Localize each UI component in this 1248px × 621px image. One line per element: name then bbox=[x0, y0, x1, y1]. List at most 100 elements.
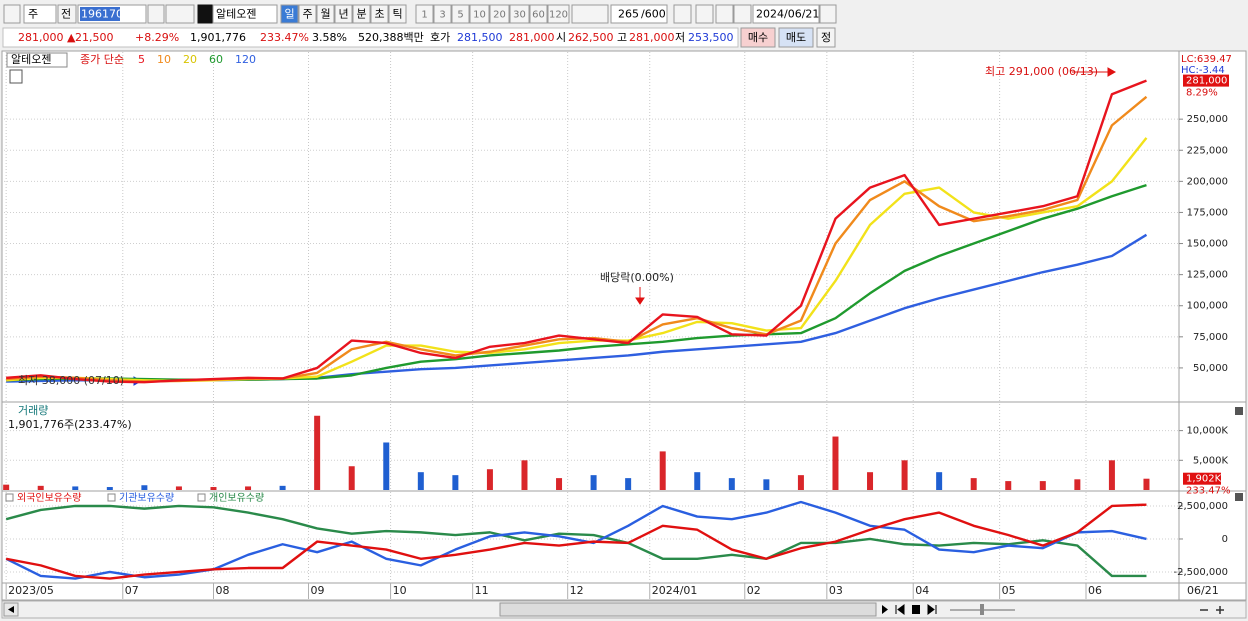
quote-volume-rate: 233.47% bbox=[260, 31, 309, 44]
settings-icon[interactable] bbox=[9, 69, 23, 84]
period-button[interactable] bbox=[316, 4, 335, 24]
x-tick-label: 03 bbox=[829, 584, 843, 597]
quote-rate: +8.29% bbox=[135, 31, 179, 44]
tool-button[interactable] bbox=[733, 4, 752, 24]
fix-button[interactable] bbox=[816, 27, 836, 48]
interval-label[interactable]: 20 bbox=[493, 10, 506, 21]
calendar-button[interactable] bbox=[819, 4, 837, 24]
period-button[interactable] bbox=[370, 4, 389, 24]
market-select[interactable] bbox=[23, 4, 57, 24]
x-tick-label: 10 bbox=[393, 584, 407, 597]
series-line bbox=[5, 500, 1147, 580]
annotation-low: 최저 38,000 (07/10) bbox=[18, 374, 124, 387]
interval-button[interactable] bbox=[469, 4, 490, 24]
period-button[interactable] bbox=[298, 4, 317, 24]
first-icon[interactable] bbox=[895, 604, 905, 615]
tool-button[interactable] bbox=[673, 4, 692, 24]
name-field[interactable] bbox=[212, 4, 278, 24]
quote-high: 281,000 bbox=[629, 31, 675, 44]
interval-button[interactable] bbox=[509, 4, 530, 24]
interval-label[interactable]: 30 bbox=[513, 10, 526, 21]
zoom-icons[interactable] bbox=[1200, 606, 1224, 614]
legend-title: 종가 단순 bbox=[80, 53, 124, 66]
period-button[interactable] bbox=[352, 4, 371, 24]
close-icon[interactable] bbox=[1235, 493, 1243, 501]
scroll-thumb[interactable] bbox=[499, 602, 877, 617]
period-label[interactable]: 분 bbox=[356, 8, 366, 21]
interval-button[interactable] bbox=[433, 4, 452, 24]
buy-label[interactable]: 매수 bbox=[748, 31, 768, 44]
date: 2024/06/21 bbox=[756, 8, 819, 21]
sound-button[interactable] bbox=[165, 4, 195, 24]
period-button[interactable] bbox=[334, 4, 353, 24]
interval-button[interactable] bbox=[451, 4, 470, 24]
volume-bar bbox=[832, 436, 839, 490]
zoom-knob[interactable] bbox=[980, 604, 984, 615]
y-tick-label: 0 bbox=[1222, 534, 1228, 545]
prev-button[interactable] bbox=[57, 4, 77, 24]
high-arrow bbox=[1072, 67, 1117, 77]
volume-bar bbox=[348, 466, 355, 490]
y-tick-label: 125,000 bbox=[1187, 270, 1228, 281]
x-tick-label: 2024/01 bbox=[652, 584, 698, 597]
interval-button[interactable] bbox=[529, 4, 548, 24]
ex-dividend-arrow bbox=[635, 287, 645, 305]
y-tick-label: 75,000 bbox=[1193, 332, 1228, 343]
legend-entry: 개인보유수량 bbox=[209, 492, 264, 504]
volume-bar bbox=[175, 486, 182, 490]
fix-label[interactable]: 정 bbox=[821, 31, 831, 44]
series-line bbox=[5, 504, 1147, 578]
last-volume-box bbox=[1183, 472, 1221, 485]
interval-label[interactable]: 5 bbox=[457, 10, 463, 21]
period-label[interactable]: 년 bbox=[338, 8, 348, 21]
legend-entry: 120 bbox=[235, 53, 256, 66]
interval-button[interactable] bbox=[489, 4, 510, 24]
volume-bar bbox=[486, 469, 493, 490]
interval-label[interactable]: 1 bbox=[421, 10, 427, 21]
quote-ask: 281,500 bbox=[457, 31, 503, 44]
last-rate-label: 8.29% bbox=[1186, 88, 1218, 99]
last-icon[interactable] bbox=[927, 604, 937, 615]
quote-high-label: 고 bbox=[617, 31, 627, 44]
quote-open: 262,500 bbox=[568, 31, 614, 44]
volume-bar bbox=[1074, 479, 1081, 490]
period-label[interactable]: 초 bbox=[374, 8, 384, 21]
quote-bar bbox=[2, 27, 739, 48]
interval-label[interactable]: 3 bbox=[439, 10, 445, 21]
y-tick-label: 100,000 bbox=[1187, 301, 1228, 312]
tool-button[interactable] bbox=[695, 4, 714, 24]
tool-button[interactable] bbox=[715, 4, 734, 24]
sell-button[interactable] bbox=[778, 27, 814, 48]
count-input[interactable] bbox=[610, 4, 668, 24]
interval-label[interactable]: 120 bbox=[549, 10, 568, 21]
range-select[interactable] bbox=[571, 4, 609, 24]
legend-swatch bbox=[107, 493, 116, 502]
series-line bbox=[6, 79, 1147, 384]
chart-stock-name: 알테오젠 bbox=[11, 52, 51, 66]
close-icon[interactable] bbox=[1235, 407, 1243, 415]
volume-bar bbox=[279, 485, 286, 490]
menu-button[interactable] bbox=[3, 4, 21, 24]
play-icon[interactable] bbox=[882, 605, 888, 614]
interval-button[interactable] bbox=[415, 4, 434, 24]
date-input[interactable] bbox=[752, 4, 820, 24]
volume-bar bbox=[37, 485, 44, 490]
interval-label[interactable]: 10 bbox=[473, 10, 486, 21]
sell-label[interactable]: 매도 bbox=[786, 31, 806, 44]
last-volume-rate: 233.47% bbox=[1186, 486, 1231, 497]
period-label[interactable]: 주 bbox=[302, 8, 312, 21]
period-label[interactable]: 틱 bbox=[392, 8, 402, 21]
interval-label[interactable]: 60 bbox=[532, 10, 545, 21]
period-label[interactable]: 일 bbox=[284, 7, 294, 21]
x-tick-label: 07 bbox=[125, 584, 139, 597]
stop-icon[interactable] bbox=[912, 605, 920, 614]
interval-button[interactable] bbox=[547, 4, 570, 24]
search-button[interactable] bbox=[147, 4, 165, 24]
buy-button[interactable] bbox=[740, 27, 776, 48]
period-button[interactable] bbox=[280, 4, 299, 24]
period-label[interactable]: 월 bbox=[320, 8, 330, 21]
period-button[interactable] bbox=[388, 4, 407, 24]
y-tick-label: 250,000 bbox=[1187, 114, 1228, 125]
volume-bar bbox=[141, 485, 148, 490]
volume-bar bbox=[314, 415, 321, 490]
